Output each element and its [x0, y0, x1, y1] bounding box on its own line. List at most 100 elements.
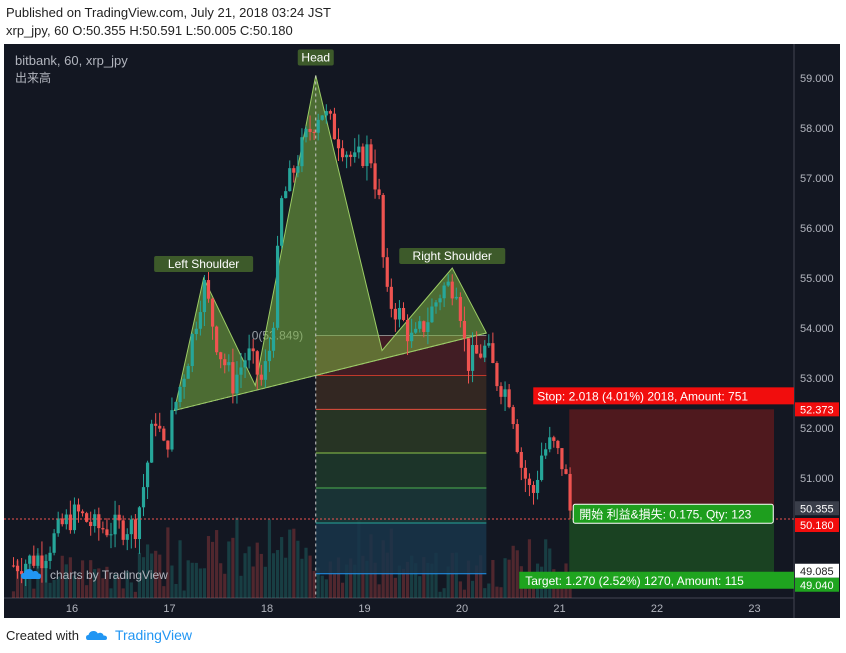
volume-bar: [255, 542, 259, 598]
candle-body: [178, 386, 182, 403]
candle-body: [263, 361, 267, 380]
y-tick-label: 55.000: [800, 273, 834, 285]
stop-label: Stop: 2.018 (4.01%) 2018, Amount: 751: [537, 389, 748, 403]
candle-body: [300, 137, 304, 167]
candle-body: [223, 359, 227, 366]
volume-bar: [426, 562, 430, 598]
volume-bar: [442, 588, 446, 598]
stop-price-badge: 52.373: [800, 404, 834, 416]
volume-bar: [491, 560, 495, 598]
volume-bar: [267, 519, 272, 598]
volume-bar: [80, 560, 85, 598]
candle-body: [544, 449, 548, 456]
candle-body: [125, 534, 129, 540]
volume-bar: [280, 537, 284, 598]
volume-bar: [393, 577, 397, 598]
candle-body: [381, 195, 385, 258]
candle-body: [369, 144, 373, 164]
candle-body: [259, 374, 263, 380]
footer-brand[interactable]: TradingView: [114, 627, 193, 643]
candle-body: [72, 504, 77, 531]
volume-bar: [515, 550, 519, 598]
head-label-bg: [297, 49, 334, 66]
target-price-badge-2: 49.040: [800, 580, 834, 592]
candle-body: [312, 131, 316, 133]
volume-bar: [385, 552, 389, 598]
volume-bar: [345, 564, 349, 598]
candle-body: [535, 479, 540, 493]
volume-bar: [15, 560, 20, 598]
candle-body: [60, 518, 64, 525]
volume-bar: [320, 575, 324, 598]
fib-zone: [315, 523, 487, 574]
volume-bar: [458, 581, 462, 598]
candle-body: [353, 152, 357, 157]
candle-body: [190, 334, 194, 367]
candle-body: [458, 296, 462, 321]
candle-body: [336, 139, 341, 149]
candle-body: [389, 286, 393, 309]
volume-bar: [178, 540, 182, 598]
y-tick-label: 52.000: [800, 423, 834, 435]
volume-bar: [97, 568, 101, 598]
candle-body: [166, 440, 170, 450]
ohlc-line: xrp_jpy, 60 O:50.355 H:50.591 L:50.005 C…: [6, 23, 293, 38]
volume-bar: [361, 555, 365, 598]
candle-body: [202, 280, 207, 313]
volume-bar: [556, 583, 560, 598]
footer: Created with TradingView: [6, 627, 192, 643]
candle-body: [357, 146, 361, 153]
candle-body: [385, 257, 389, 287]
entry-price-badge-bg: [795, 501, 839, 516]
candle-body: [210, 298, 215, 327]
volume-bar: [475, 565, 479, 598]
candle-body: [531, 485, 536, 493]
candle-body: [393, 308, 397, 320]
fib-zone: [315, 488, 487, 523]
candle-body: [515, 424, 519, 452]
volume-bar: [194, 562, 198, 598]
y-tick-label: 54.000: [800, 323, 834, 335]
candle-body: [20, 571, 24, 575]
candle-body: [410, 332, 414, 342]
candle-body: [361, 146, 365, 167]
volume-bar: [56, 576, 60, 598]
volume-bar: [223, 573, 227, 598]
candle-body: [162, 428, 166, 441]
volume-bar: [76, 576, 81, 598]
candle-body: [560, 448, 564, 470]
volume-bar: [170, 565, 174, 598]
volume-bar: [405, 561, 410, 598]
candle-body: [158, 425, 162, 429]
candle-body: [121, 520, 125, 540]
volume-bar: [206, 536, 211, 598]
candle-body: [227, 362, 231, 366]
volume-bar: [316, 567, 320, 598]
volume-bar: [202, 568, 207, 598]
candle-body: [475, 345, 479, 354]
candle-body: [275, 245, 280, 328]
volume-bar: [174, 583, 178, 598]
volume-bar: [210, 541, 215, 598]
volume-bar: [377, 584, 381, 598]
volume-bar: [20, 574, 24, 598]
volume-bar: [243, 553, 247, 598]
volume-bar: [52, 579, 56, 598]
volume-bar: [296, 540, 300, 598]
volume-bar: [288, 529, 292, 598]
candle-body: [552, 437, 556, 441]
volume-bar: [523, 581, 527, 598]
stop-zone: [569, 409, 774, 511]
target-label-bg: [519, 571, 794, 589]
fib-zone: [315, 375, 487, 410]
volume-bar: [349, 558, 353, 598]
volume-bar: [373, 562, 377, 598]
candle-body: [137, 507, 142, 540]
volume-bar: [121, 588, 125, 598]
volume-bar: [462, 589, 467, 598]
candle-body: [479, 353, 483, 358]
candle-body: [308, 128, 312, 132]
volume-bar: [503, 558, 507, 598]
